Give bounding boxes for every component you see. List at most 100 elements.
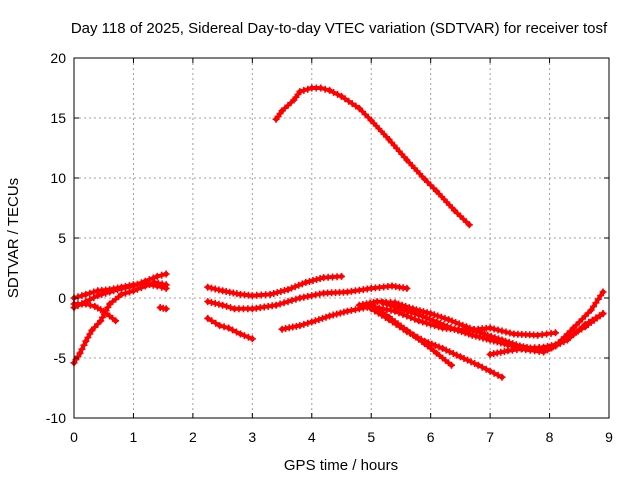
data-point <box>205 284 211 290</box>
data-point <box>142 281 148 287</box>
x-tick-label: 1 <box>130 429 138 445</box>
data-point <box>588 307 594 313</box>
data-point <box>77 350 83 356</box>
x-tick-label: 4 <box>308 429 316 445</box>
data-point <box>130 288 136 294</box>
data-point <box>339 273 344 279</box>
data-point <box>154 283 160 289</box>
data-point <box>553 330 558 336</box>
data-point <box>285 287 291 293</box>
y-axis-label: SDTVAR / TECUs <box>5 178 22 298</box>
data-point <box>163 285 169 291</box>
data-point <box>523 345 529 351</box>
data-point <box>404 329 410 335</box>
data-point <box>457 354 463 360</box>
data-point <box>570 325 576 331</box>
data-point <box>374 299 380 305</box>
data-point <box>582 324 588 330</box>
series-arc-6 <box>204 272 345 300</box>
data-point <box>327 87 333 93</box>
data-point <box>511 331 517 337</box>
y-tick-label: -10 <box>46 410 66 426</box>
data-point <box>95 293 101 299</box>
data-point <box>107 287 113 293</box>
data-point <box>404 157 410 163</box>
data-point <box>119 291 125 297</box>
data-point <box>487 368 493 374</box>
data-point <box>83 291 89 297</box>
data-point <box>434 188 440 194</box>
data-point <box>434 350 440 356</box>
y-tick-label: -5 <box>54 350 67 366</box>
data-point <box>321 275 327 281</box>
data-point <box>291 97 297 103</box>
data-point <box>163 306 169 312</box>
data-point <box>279 108 285 114</box>
data-point <box>356 302 362 308</box>
data-point <box>237 331 243 337</box>
data-point <box>226 325 232 331</box>
data-point <box>564 335 570 341</box>
data-point <box>428 311 434 317</box>
data-point <box>368 302 374 308</box>
data-point <box>113 318 119 324</box>
y-tick-label: 10 <box>50 170 66 186</box>
data-point <box>398 306 404 312</box>
data-point <box>83 301 89 307</box>
data-point <box>356 105 362 111</box>
data-point <box>451 207 457 213</box>
x-tick-label: 2 <box>189 429 197 445</box>
data-point <box>448 362 454 368</box>
data-point <box>249 336 255 342</box>
series-arc-5 <box>156 304 170 313</box>
data-point <box>541 344 547 350</box>
data-point <box>89 327 95 333</box>
data-point <box>499 374 505 380</box>
data-point <box>380 300 386 306</box>
data-point <box>119 284 125 290</box>
data-point <box>422 338 428 344</box>
data-point <box>541 349 547 355</box>
data-point <box>463 324 469 330</box>
data-point <box>267 291 273 297</box>
data-point <box>327 313 333 319</box>
data-point <box>466 222 472 228</box>
data-point <box>422 176 428 182</box>
data-point <box>344 308 350 314</box>
ticks: 0 1 2 3 4 5 6 7 8 9 -10 -5 0 5 10 15 20 <box>46 50 613 445</box>
data-point <box>600 289 606 295</box>
x-tick-label: 3 <box>248 429 256 445</box>
data-point <box>205 315 211 321</box>
data-point <box>475 362 481 368</box>
data-point <box>297 323 303 329</box>
series-arc-13 <box>367 305 506 381</box>
data-point <box>237 291 243 297</box>
y-tick-label: 15 <box>50 110 66 126</box>
data-point <box>416 318 422 324</box>
data-point <box>83 338 89 344</box>
data-point <box>487 325 493 331</box>
data-point <box>273 302 279 308</box>
x-tick-label: 7 <box>486 429 494 445</box>
data-point <box>92 303 98 309</box>
data-point <box>505 348 511 354</box>
data-point <box>600 311 606 317</box>
data-point <box>130 282 136 288</box>
data-point <box>440 345 446 351</box>
data-point <box>249 306 255 312</box>
data-point <box>101 308 107 314</box>
data-point <box>249 293 255 299</box>
data-point <box>107 301 113 307</box>
data-point <box>368 117 374 123</box>
grid <box>74 58 609 418</box>
data-point <box>368 285 374 291</box>
data-point <box>220 302 226 308</box>
data-point <box>386 137 392 143</box>
data-point <box>232 306 237 312</box>
y-tick-label: 5 <box>58 230 66 246</box>
data-point <box>321 290 327 296</box>
series-arc-15 <box>486 310 607 358</box>
x-tick-label: 6 <box>427 429 435 445</box>
data-point <box>279 326 285 332</box>
